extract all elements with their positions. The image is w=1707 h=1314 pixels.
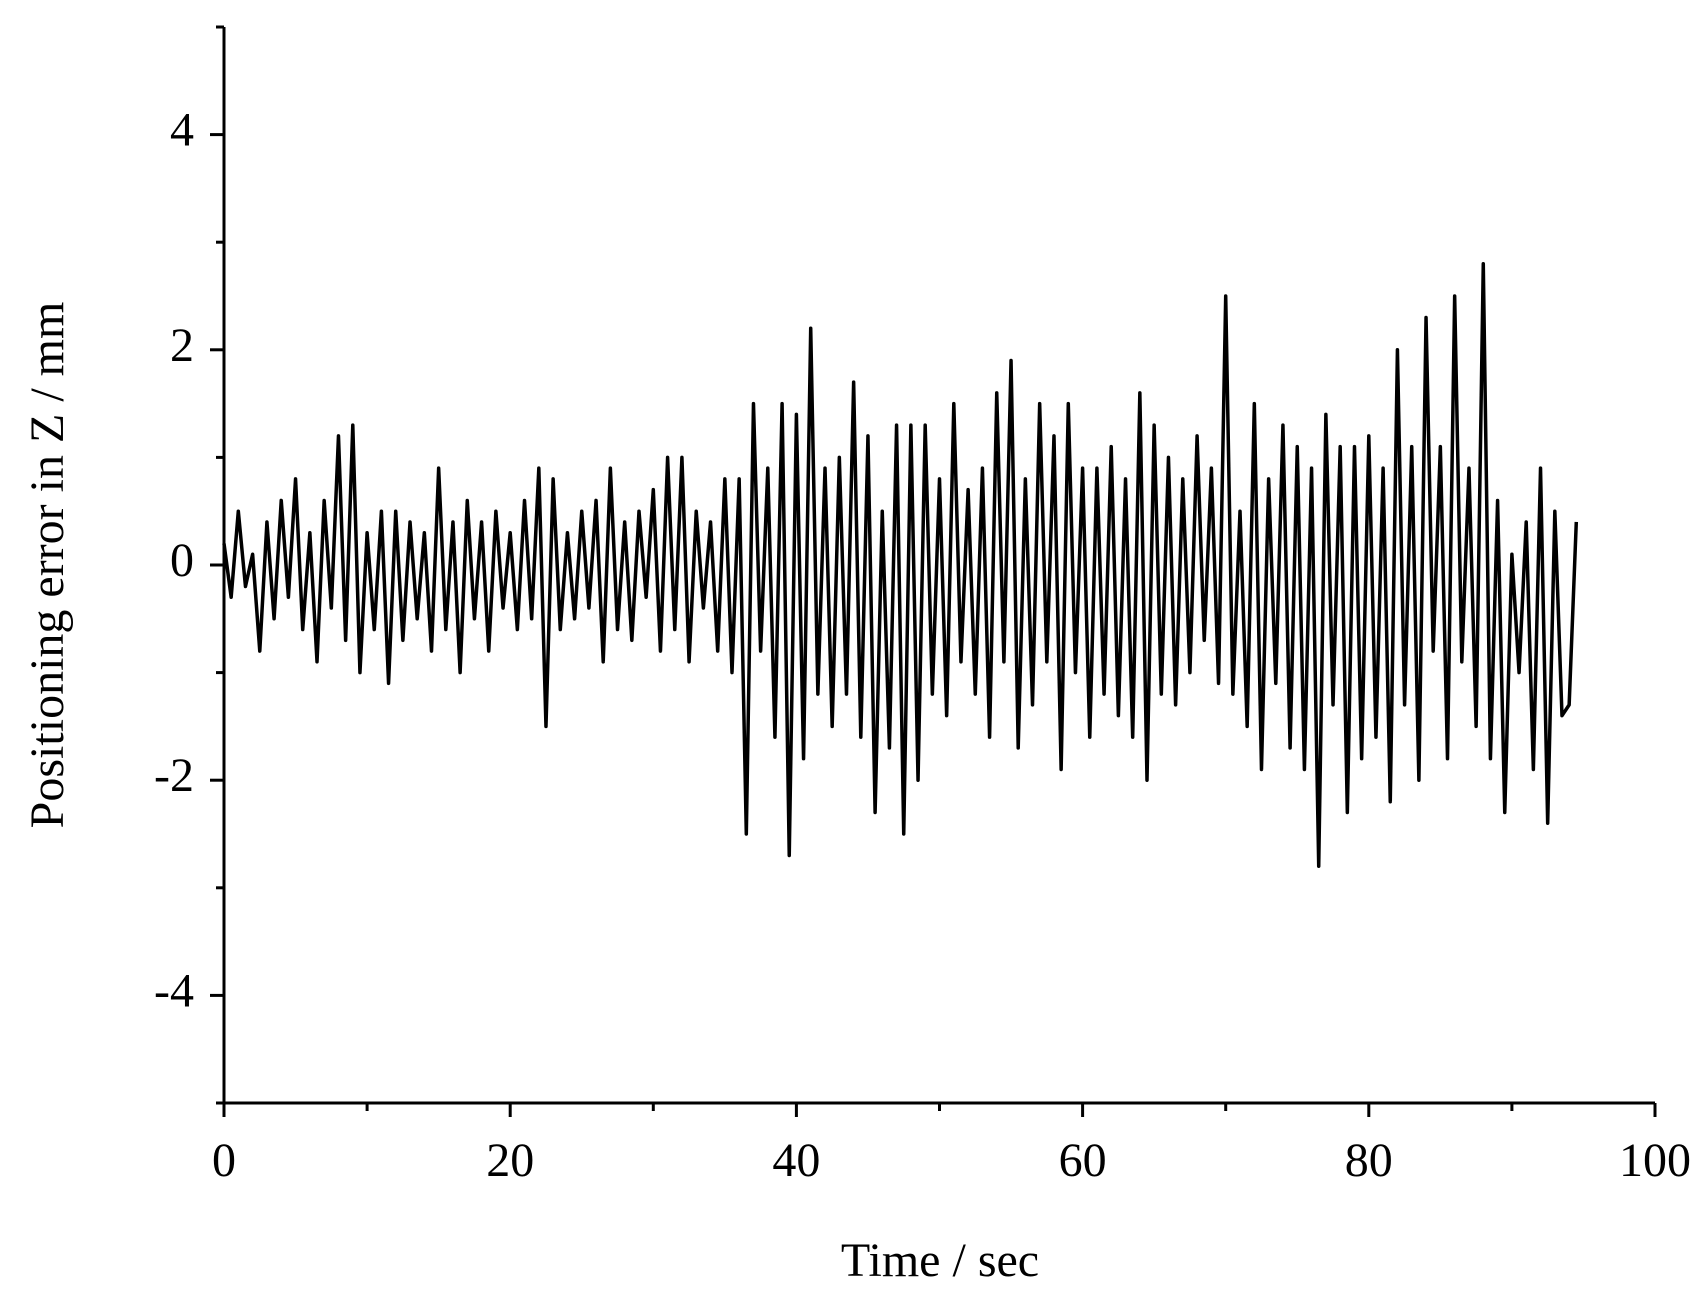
x-tick-label: 0 — [212, 1134, 236, 1187]
y-tick-label: 0 — [170, 534, 194, 587]
y-tick-label: 2 — [170, 319, 194, 372]
x-tick-label: 80 — [1345, 1134, 1393, 1187]
y-tick-label: -4 — [154, 964, 194, 1017]
data-line — [222, 261, 1579, 869]
x-tick-label: 20 — [486, 1134, 534, 1187]
y-tick-label: 4 — [170, 104, 194, 157]
x-tick-label: 100 — [1619, 1134, 1691, 1187]
y-axis-label: Positioning error in Z / mm — [21, 302, 74, 829]
y-tick-label: -2 — [154, 749, 194, 802]
x-tick-label: 40 — [772, 1134, 820, 1187]
x-axis-label: Time / sec — [841, 1234, 1039, 1287]
x-tick-label: 60 — [1059, 1134, 1107, 1187]
